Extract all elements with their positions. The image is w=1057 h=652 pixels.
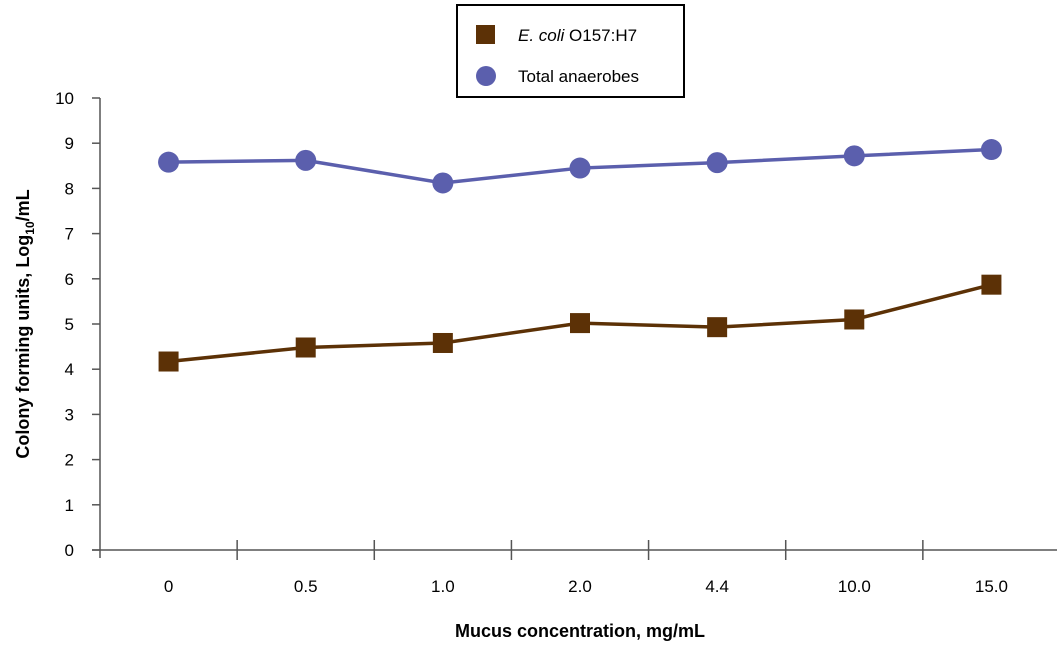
data-point-circle: [569, 157, 591, 179]
y-tick-label: 6: [65, 270, 74, 289]
data-point-circle: [432, 172, 454, 194]
data-point-square: [707, 317, 728, 338]
legend-label-total-anaerobes: Total anaerobes: [518, 67, 639, 86]
data-point-square: [981, 274, 1002, 295]
x-axis-title: Mucus concentration, mg/mL: [455, 621, 705, 641]
y-tick-label: 7: [65, 225, 74, 244]
y-tick-label: 5: [65, 315, 74, 334]
legend-box: [456, 4, 685, 98]
legend-marker-ecoli: [476, 25, 495, 44]
x-tick-label: 1.0: [431, 577, 455, 596]
data-point-square: [432, 332, 453, 353]
x-tick-label: 15.0: [975, 577, 1008, 596]
legend-label-ecoli: E. coli O157:H7: [518, 26, 637, 45]
y-axis-title: Colony forming units, Log10/mL: [13, 189, 37, 458]
series-total-anaerobes: [158, 139, 1002, 194]
data-point-circle: [706, 152, 728, 174]
x-tick-label: 4.4: [705, 577, 729, 596]
data-point-circle: [843, 145, 865, 167]
data-point-circle: [295, 149, 317, 171]
y-ticks: 0 1 2 3 4 5 6 7 8 9 10: [55, 89, 100, 560]
y-tick-label: 2: [65, 451, 74, 470]
y-tick-label: 8: [65, 179, 74, 198]
legend: E. coli O157:H7 Total anaerobes: [456, 4, 685, 98]
y-tick-label: 3: [65, 405, 74, 424]
x-tick-label: 0: [164, 577, 173, 596]
x-tick-label: 0.5: [294, 577, 318, 596]
data-point-square: [158, 351, 179, 372]
y-tick-label: 10: [55, 89, 74, 108]
legend-marker-total-anaerobes: [476, 66, 496, 86]
data-point-circle: [158, 151, 180, 173]
series-ecoli: [158, 274, 1002, 372]
x-tick-label: 2.0: [568, 577, 592, 596]
y-tick-label: 1: [65, 496, 74, 515]
y-tick-label: 4: [65, 360, 74, 379]
data-point-square: [295, 337, 316, 358]
y-tick-label: 0: [65, 541, 74, 560]
y-tick-label: 9: [65, 134, 74, 153]
data-point-circle: [980, 139, 1002, 161]
x-tick-label: 10.0: [838, 577, 871, 596]
x-ticks: 0 0.5 1.0 2.0 4.4 10.0 15.0: [164, 540, 1008, 596]
axes: 0 1 2 3 4 5 6 7 8 9 10 0 0.5 1.0 2.0 4.4 10.0 15.0: [55, 89, 1057, 596]
series-layer: [158, 139, 1002, 372]
data-point-square: [844, 309, 865, 330]
data-point-square: [570, 313, 590, 334]
